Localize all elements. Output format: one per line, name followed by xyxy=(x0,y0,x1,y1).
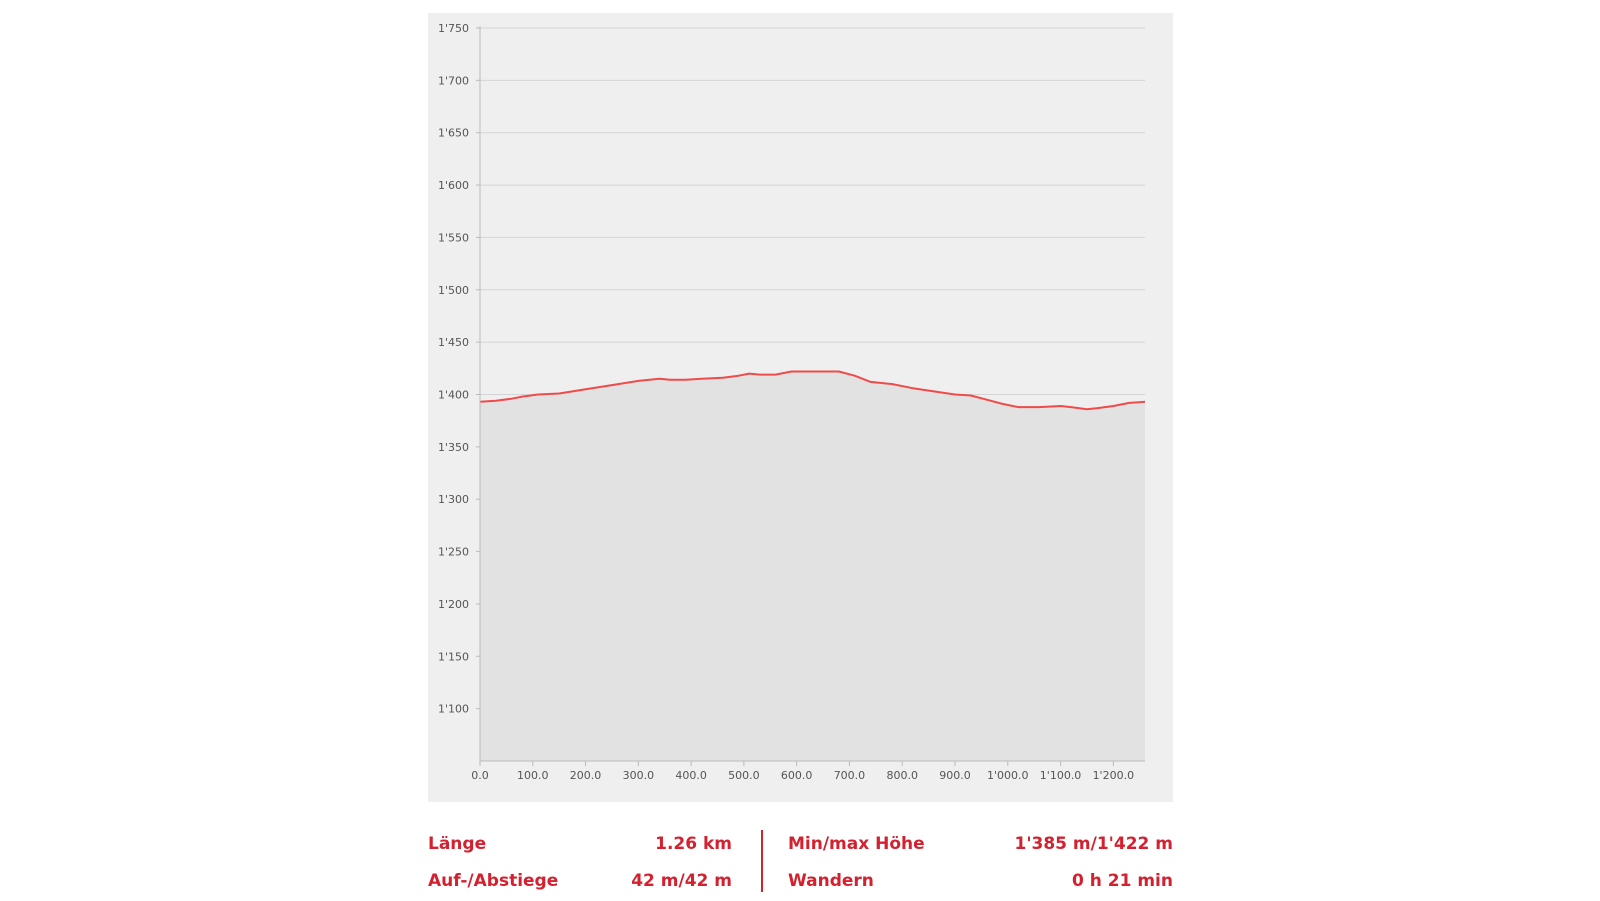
x-tick-label: 1'200.0 xyxy=(1093,769,1135,782)
time-value: 0 h 21 min xyxy=(1072,871,1173,891)
x-tick-label: 700.0 xyxy=(834,769,866,782)
route-stats: Länge 1.26 km Auf-/Abstiege 42 m/42 m Mi… xyxy=(428,826,1173,896)
length-value: 1.26 km xyxy=(655,834,732,854)
x-tick-label: 800.0 xyxy=(886,769,918,782)
y-tick-label: 1'100 xyxy=(438,703,469,716)
x-tick-label: 1'100.0 xyxy=(1040,769,1082,782)
ascent-value: 42 m/42 m xyxy=(631,871,732,891)
y-tick-label: 1'700 xyxy=(438,74,469,87)
y-tick-label: 1'250 xyxy=(438,546,469,559)
height-label: Min/max Höhe xyxy=(788,834,925,854)
length-label: Länge xyxy=(428,834,487,854)
x-tick-label: 500.0 xyxy=(728,769,760,782)
x-tick-label: 900.0 xyxy=(939,769,971,782)
y-tick-label: 1'200 xyxy=(438,598,469,611)
y-tick-label: 1'450 xyxy=(438,336,469,349)
elevation-area xyxy=(480,371,1145,761)
height-value: 1'385 m/1'422 m xyxy=(1014,834,1173,854)
ascent-label: Auf-/Abstiege xyxy=(428,871,559,891)
x-tick-label: 100.0 xyxy=(517,769,549,782)
y-tick-label: 1'300 xyxy=(438,493,469,506)
stats-divider xyxy=(761,830,763,892)
y-tick-label: 1'350 xyxy=(438,441,469,454)
y-tick-label: 1'400 xyxy=(438,389,469,402)
y-tick-label: 1'650 xyxy=(438,127,469,140)
y-tick-label: 1'150 xyxy=(438,650,469,663)
elevation-line xyxy=(479,370,1146,411)
x-tick-label: 400.0 xyxy=(675,769,707,782)
y-tick-label: 1'500 xyxy=(438,284,469,297)
x-tick-label: 0.0 xyxy=(471,769,489,782)
time-label: Wandern xyxy=(788,871,874,891)
x-tick-label: 200.0 xyxy=(570,769,602,782)
y-tick-label: 1'550 xyxy=(438,231,469,244)
y-tick-label: 1'750 xyxy=(438,22,469,35)
x-tick-label: 600.0 xyxy=(781,769,813,782)
elevation-chart-panel: 1'100 1'150 1'200 1'250 1'300 1'350 1'400 1'450… xyxy=(428,13,1173,802)
elevation-chart: 1'100 1'150 1'200 1'250 1'300 1'350 1'400 1'450… xyxy=(438,22,1146,782)
y-tick-label: 1'600 xyxy=(438,179,469,192)
x-tick-label: 1'000.0 xyxy=(987,769,1029,782)
x-tick-label: 300.0 xyxy=(623,769,655,782)
